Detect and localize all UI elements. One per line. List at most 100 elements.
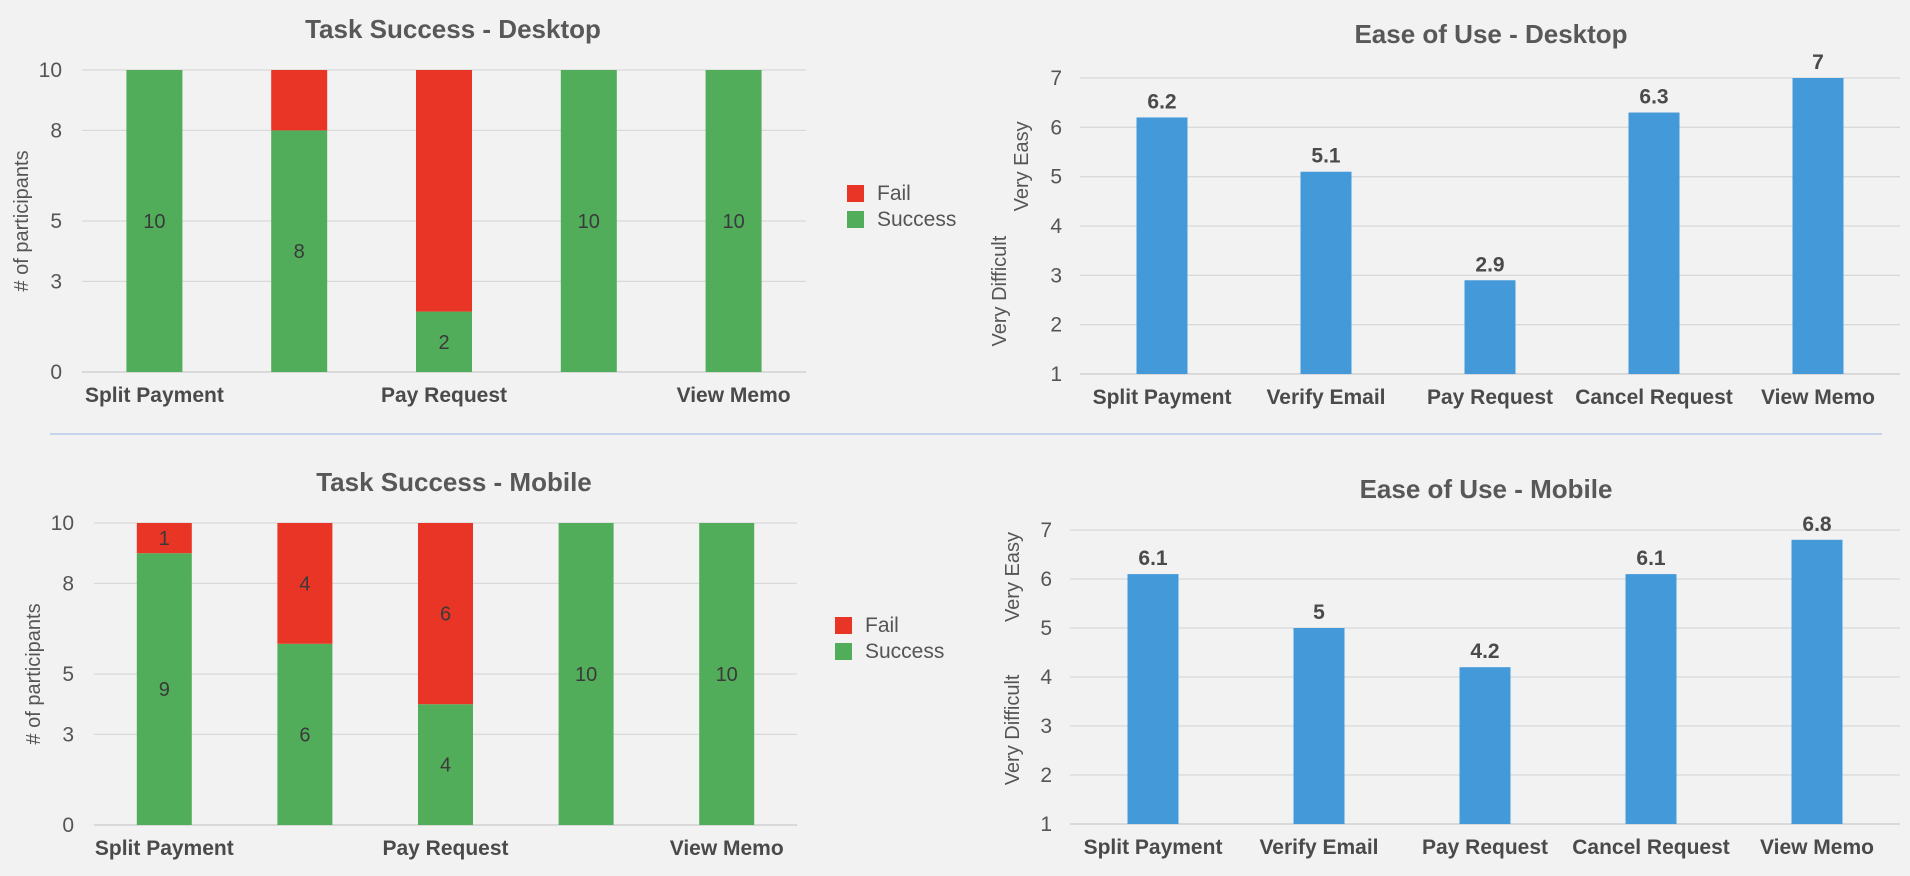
bar-success xyxy=(271,130,328,372)
bar-success xyxy=(560,70,617,372)
bar-ease xyxy=(1791,539,1843,824)
x-category-label: Pay Request xyxy=(381,384,507,407)
x-category-label: View Memo xyxy=(670,837,784,860)
bar-success xyxy=(136,553,192,825)
legend-label: Success xyxy=(865,640,944,663)
y-tick-label: 10 xyxy=(51,512,74,535)
y-axis-label-low: Very Difficult xyxy=(989,235,1011,346)
legend-swatch-fail xyxy=(835,617,852,634)
y-tick-label: 5 xyxy=(50,210,62,233)
y-tick-label: 8 xyxy=(62,572,74,595)
x-category-label: View Memo xyxy=(1761,386,1875,409)
x-category-label: Cancel Request xyxy=(1572,836,1730,859)
bar-ease xyxy=(1300,171,1352,374)
data-label: 5.1 xyxy=(1311,145,1341,168)
bar-success xyxy=(699,523,755,825)
y-axis-label: # of participants xyxy=(11,150,33,291)
y-tick-label: 2 xyxy=(1050,314,1062,337)
bar-ease xyxy=(1459,667,1511,824)
data-label: 4.2 xyxy=(1470,640,1499,663)
data-label-success: 6 xyxy=(299,724,310,746)
bar-fail xyxy=(416,70,472,312)
x-category-label: Verify Email xyxy=(1266,386,1385,409)
data-label: 6.3 xyxy=(1639,86,1668,109)
data-label-success: 10 xyxy=(578,211,600,233)
legend-label: Fail xyxy=(877,182,911,205)
bar-ease xyxy=(1628,112,1680,375)
data-label: 6.1 xyxy=(1636,547,1666,570)
bar-success xyxy=(416,311,472,372)
legend-swatch-success xyxy=(847,211,864,228)
data-label-fail: 1 xyxy=(159,528,170,550)
bar-success xyxy=(705,70,762,372)
y-tick-label: 8 xyxy=(50,119,62,142)
bar-success xyxy=(558,523,614,825)
bar-success xyxy=(126,70,183,372)
bar-ease xyxy=(1792,78,1844,374)
y-axis-label-high: Very Easy xyxy=(1002,532,1024,622)
chart-title: Ease of Use - Mobile xyxy=(1360,474,1613,504)
x-category-label: Split Payment xyxy=(1093,386,1232,409)
chart-ease-of-use-mobile: Ease of Use - Mobile 1 2 3 4 5 6 7 Very Difficul… xyxy=(1002,474,1900,859)
legend-swatch-success xyxy=(835,643,852,660)
y-tick-label: 6 xyxy=(1040,568,1052,591)
data-label: 6.8 xyxy=(1802,513,1832,536)
y-tick-label: 3 xyxy=(50,270,62,293)
x-category-label: Split Payment xyxy=(1084,836,1223,859)
y-tick-label: 5 xyxy=(62,663,74,686)
data-label-success: 10 xyxy=(575,664,597,686)
data-label-success: 4 xyxy=(440,755,451,777)
data-label-fail: 4 xyxy=(299,573,310,595)
bar-fail xyxy=(271,70,328,131)
bar-ease xyxy=(1625,574,1677,824)
bar-ease xyxy=(1127,574,1179,824)
x-category-label: Pay Request xyxy=(1427,386,1553,409)
y-tick-label: 5 xyxy=(1050,166,1062,189)
y-tick-label: 5 xyxy=(1040,617,1052,640)
y-tick-label: 2 xyxy=(1040,764,1052,787)
bar-success xyxy=(418,704,473,825)
y-tick-label: 3 xyxy=(1050,264,1062,287)
data-label-fail: 6 xyxy=(440,604,451,626)
y-tick-label: 7 xyxy=(1050,67,1062,90)
data-label: 5 xyxy=(1313,601,1325,624)
x-category-label: Verify Email xyxy=(1259,836,1378,859)
bar-success xyxy=(277,643,333,825)
bar-fail xyxy=(136,523,192,554)
y-axis-label-low: Very Difficult xyxy=(1002,674,1024,785)
chart-title: Task Success - Desktop xyxy=(305,14,601,44)
data-label-success: 8 xyxy=(294,241,305,263)
bar-fail xyxy=(277,523,333,644)
data-label-success: 2 xyxy=(438,332,449,354)
chart-ease-of-use-desktop: Ease of Use - Desktop 1 2 3 4 5 6 7 Very Difficu… xyxy=(989,19,1900,409)
y-tick-label: 0 xyxy=(50,361,62,384)
bar-fail xyxy=(418,523,473,705)
x-category-label: Cancel Request xyxy=(1575,386,1733,409)
chart-title: Ease of Use - Desktop xyxy=(1354,19,1627,49)
x-category-label: Split Payment xyxy=(95,837,234,860)
bar-ease xyxy=(1293,628,1345,824)
y-tick-label: 3 xyxy=(62,723,74,746)
y-tick-label: 0 xyxy=(62,814,74,837)
chart-title: Task Success - Mobile xyxy=(316,467,592,497)
y-axis-label: # of participants xyxy=(23,603,45,744)
y-tick-label: 6 xyxy=(1050,116,1062,139)
x-category-label: Pay Request xyxy=(382,837,508,860)
legend-label: Success xyxy=(877,208,956,231)
y-tick-label: 3 xyxy=(1040,715,1052,738)
x-category-label: View Memo xyxy=(1760,836,1874,859)
y-tick-label: 1 xyxy=(1040,813,1052,836)
bar-ease xyxy=(1464,280,1516,374)
data-label: 6.1 xyxy=(1138,547,1168,570)
data-label-success: 10 xyxy=(716,664,738,686)
data-label: 6.2 xyxy=(1147,90,1176,113)
chart-task-success-mobile: Task Success - Mobile 0 3 5 8 10 # of particip… xyxy=(23,467,944,860)
y-tick-label: 7 xyxy=(1040,519,1052,542)
y-tick-label: 1 xyxy=(1050,363,1062,386)
legend-swatch-fail xyxy=(847,185,864,202)
bar-ease xyxy=(1136,117,1188,374)
data-label-success: 9 xyxy=(159,679,170,701)
chart-task-success-desktop: Task Success - Desktop 0 3 5 8 10 # of partici… xyxy=(11,14,956,407)
x-category-label: Split Payment xyxy=(85,384,224,407)
